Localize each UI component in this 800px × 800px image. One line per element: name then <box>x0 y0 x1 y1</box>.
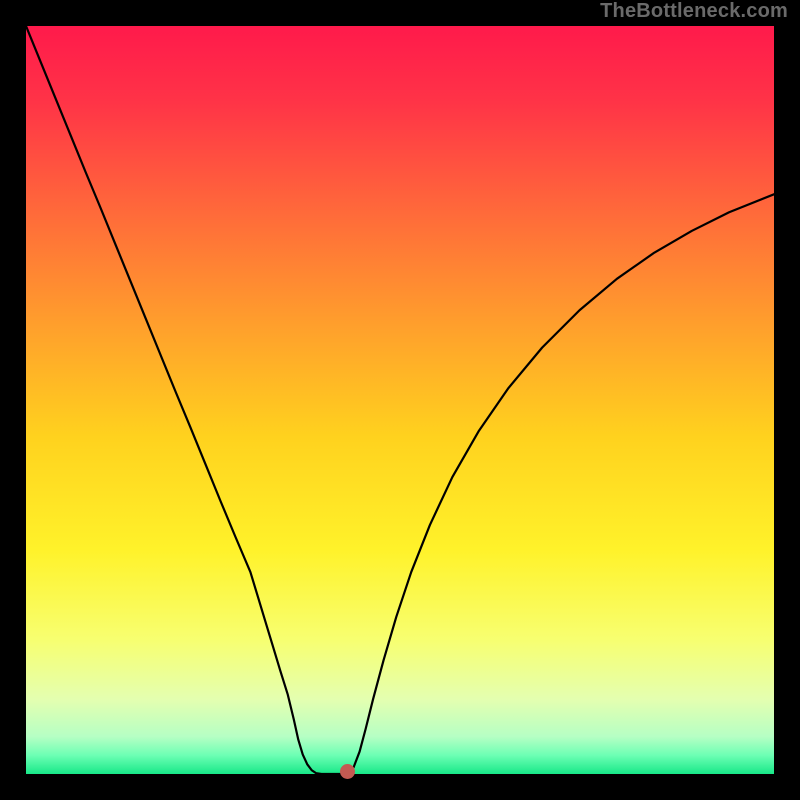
plot-area <box>26 26 774 774</box>
curve-path <box>26 26 774 774</box>
chart-container: TheBottleneck.com <box>0 0 800 800</box>
bottleneck-curve <box>26 26 774 774</box>
watermark-text: TheBottleneck.com <box>600 0 788 23</box>
optimum-marker <box>340 764 355 779</box>
